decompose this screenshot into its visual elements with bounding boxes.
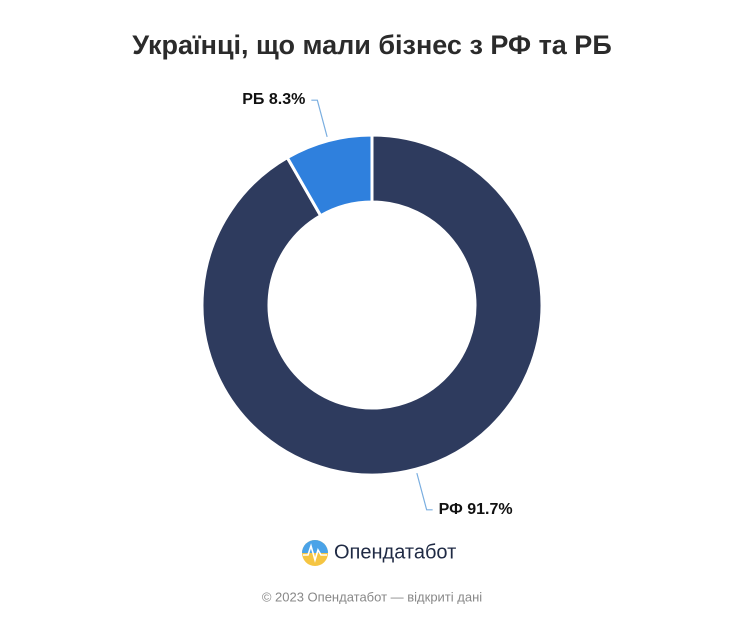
footer: © 2023 Опендатабот — відкриті дані	[262, 589, 482, 604]
donut-slice	[285, 133, 374, 218]
label-category: РБ	[242, 91, 264, 108]
brand-name: Опендатабот	[334, 541, 456, 563]
label-category: РФ	[439, 501, 463, 518]
donut-slice	[200, 133, 544, 477]
brand-logo	[302, 540, 328, 566]
data-label: РФ 91.7%	[439, 501, 513, 518]
chart-title: Українці, що мали бізнес з РФ та РБ	[132, 30, 611, 60]
leader-line	[311, 99, 328, 138]
label-value: 8.3%	[269, 91, 305, 108]
data-label: РБ 8.3%	[242, 91, 305, 108]
label-value: 91.7%	[467, 501, 512, 518]
leader-line	[416, 472, 433, 511]
